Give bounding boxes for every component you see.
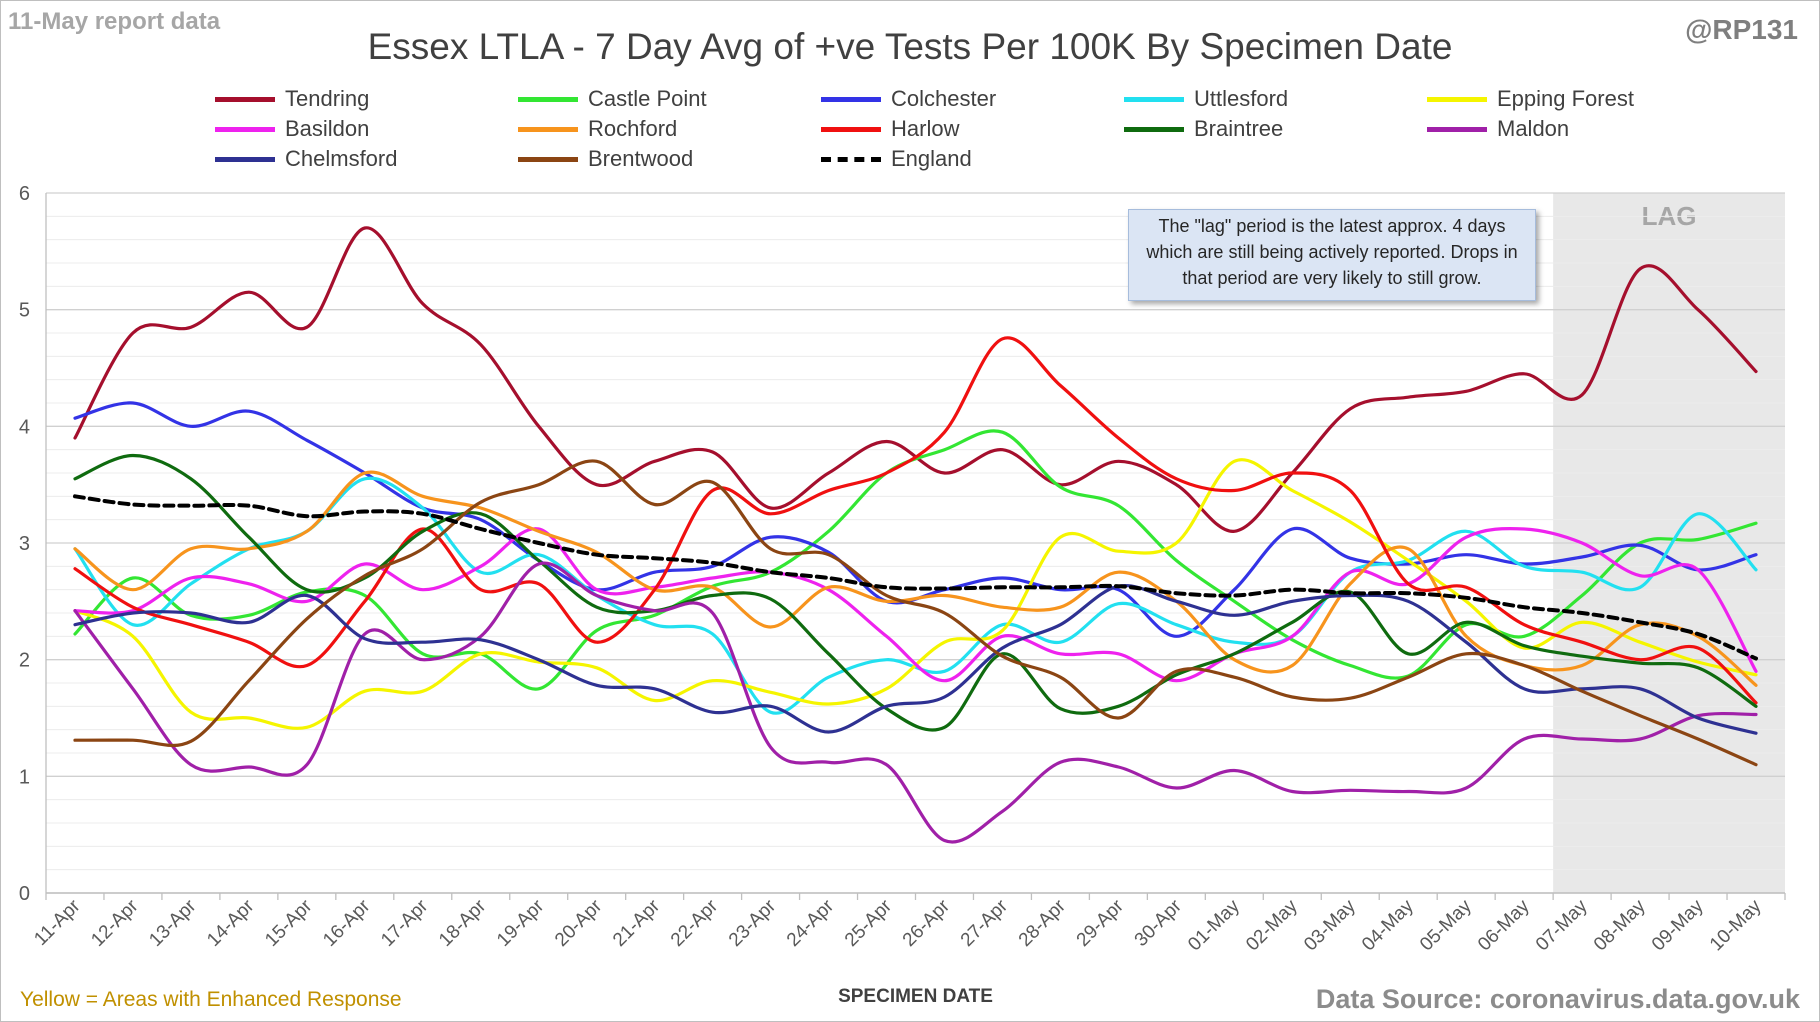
legend-label: Colchester (891, 86, 997, 111)
x-tick-label: 05-May (1416, 895, 1476, 955)
legend-label: Maldon (1497, 116, 1570, 141)
x-tick-label: 27-Apr (957, 895, 1013, 951)
x-tick-label: 07-May (1532, 895, 1592, 955)
x-tick-label: 19-Apr (493, 895, 549, 951)
y-tick-label: 2 (19, 650, 30, 672)
y-tick-label: 3 (19, 533, 30, 555)
y-tick-label: 4 (19, 416, 30, 438)
legend-label: Brentwood (588, 146, 694, 171)
legend-item-colchester: Colchester (821, 84, 996, 114)
x-tick-label: 29-Apr (1073, 895, 1129, 951)
x-tick-label: 01-May (1184, 895, 1244, 955)
x-tick-label: 02-May (1242, 895, 1302, 955)
x-tick-label: 28-Apr (1015, 895, 1071, 951)
series-line-maldon (73, 561, 1758, 844)
legend-label: Harlow (891, 116, 960, 141)
x-tick-label: 04-May (1358, 895, 1418, 955)
legend-swatch (215, 96, 275, 102)
legend-item-uttlesford: Uttlesford (1124, 84, 1288, 114)
x-tick-label: 25-Apr (841, 895, 897, 951)
x-tick-label: 22-Apr (667, 895, 723, 951)
x-tick-label: 24-Apr (783, 895, 839, 951)
legend-swatch (1124, 126, 1184, 132)
series-line-basildon (73, 526, 1758, 683)
x-axis-title: SPECIMEN DATE (838, 986, 993, 1007)
x-tick-label: 18-Apr (435, 895, 491, 951)
y-tick-label: 1 (19, 766, 30, 788)
x-tick-label: 23-Apr (725, 895, 781, 951)
legend-swatch (1427, 96, 1487, 102)
legend-label: Braintree (1194, 116, 1284, 141)
series-line-rochford (73, 470, 1758, 687)
legend-swatch (518, 156, 578, 162)
x-tick-label: 21-Apr (609, 895, 665, 951)
y-tick-label: 0 (19, 883, 30, 905)
legend-item-tendring: Tendring (215, 84, 369, 114)
legend-swatch (215, 126, 275, 132)
legend-item-chelmsford: Chelmsford (215, 144, 397, 174)
x-tick-label: 06-May (1474, 895, 1534, 955)
legend-swatch (215, 156, 275, 162)
series-line-chelmsford (73, 583, 1758, 735)
y-tick-label: 5 (19, 300, 30, 322)
x-tick-label: 14-Apr (203, 895, 259, 951)
legend-swatch (821, 96, 881, 102)
x-tick-label: 16-Apr (319, 895, 375, 951)
x-tick-label: 10-May (1706, 895, 1766, 955)
legend-label: Basildon (285, 116, 370, 141)
legend-label: Castle Point (588, 86, 707, 111)
x-tick-label: 30-Apr (1131, 895, 1187, 951)
legend-item-harlow: Harlow (821, 114, 959, 144)
legend-label: England (891, 146, 972, 171)
legend-swatch (821, 156, 881, 162)
legend-swatch (518, 96, 578, 102)
x-tick-label: 15-Apr (261, 895, 317, 951)
legend-item-castle-point: Castle Point (518, 84, 707, 114)
enhanced-response-footnote: Yellow = Areas with Enhanced Response (20, 988, 402, 1011)
x-tick-label: 20-Apr (551, 895, 607, 951)
x-tick-label: 12-Apr (87, 895, 143, 951)
legend-swatch (518, 126, 578, 132)
legend-item-braintree: Braintree (1124, 114, 1283, 144)
legend-label: Rochford (588, 116, 678, 141)
series-line-england (73, 494, 1758, 661)
legend-label: Uttlesford (1194, 86, 1289, 111)
legend-swatch (1124, 96, 1184, 102)
series-line-uttlesford (73, 476, 1758, 715)
y-tick-label: 6 (19, 183, 30, 205)
legend-label: Chelmsford (285, 146, 398, 171)
x-tick-label: 17-Apr (377, 895, 433, 951)
chart-title: Essex LTLA - 7 Day Avg of +ve Tests Per … (367, 26, 1453, 67)
legend-item-rochford: Rochford (518, 114, 677, 144)
series-line-tendring (73, 226, 1758, 533)
series-line-harlow (73, 336, 1758, 705)
data-source-label: Data Source: coronavirus.data.gov.uk (1315, 984, 1800, 1014)
x-tick-label: 11-Apr (30, 895, 85, 950)
author-handle: @RP131 (1685, 14, 1798, 45)
series-line-brentwood (73, 459, 1758, 767)
legend-swatch (1427, 126, 1487, 132)
x-tick-label: 13-Apr (145, 895, 201, 951)
legend-item-basildon: Basildon (215, 114, 369, 144)
x-tick-label: 09-May (1648, 895, 1708, 955)
report-date-label: 11-May report data (8, 8, 221, 35)
legend-item-epping-forest: Epping Forest (1427, 84, 1634, 114)
legend-swatch (821, 126, 881, 132)
lag-note-callout: The "lag" period is the latest approx. 4… (1128, 209, 1536, 301)
legend-item-brentwood: Brentwood (518, 144, 693, 174)
series-line-epping-forest (73, 458, 1758, 730)
x-tick-label: 03-May (1300, 895, 1360, 955)
legend-item-maldon: Maldon (1427, 114, 1569, 144)
x-tick-label: 26-Apr (899, 895, 955, 951)
x-tick-label: 08-May (1590, 895, 1650, 955)
legend-item-england: England (821, 144, 972, 174)
legend-label: Epping Forest (1497, 86, 1634, 111)
legend-label: Tendring (285, 86, 370, 111)
